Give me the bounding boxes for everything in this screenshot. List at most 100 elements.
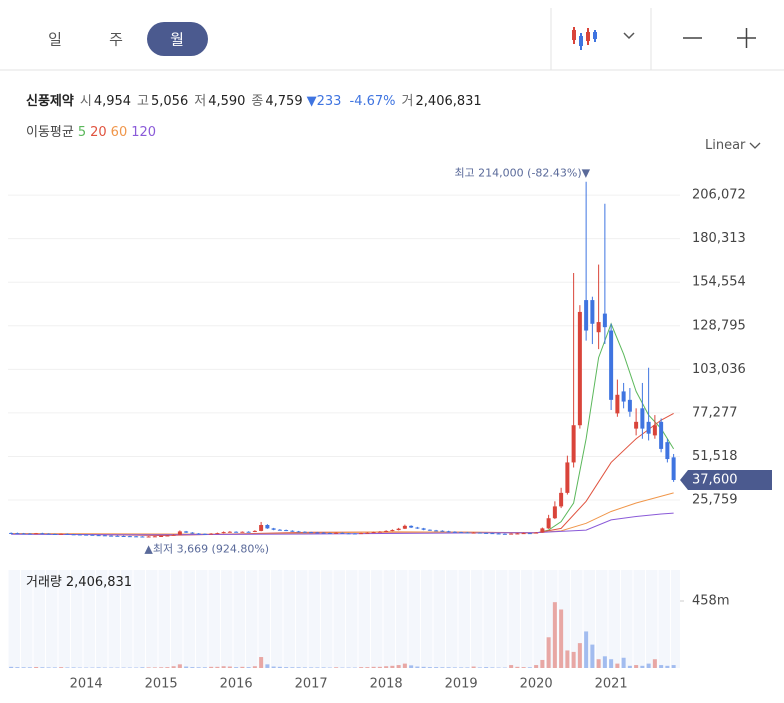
stock-name: 신풍제약 bbox=[26, 94, 74, 109]
volume-bar bbox=[246, 667, 251, 668]
volume-bar bbox=[534, 665, 539, 668]
volume-bar bbox=[284, 667, 289, 668]
volume-bar bbox=[302, 667, 307, 668]
volume-bar bbox=[396, 665, 401, 668]
candle-body bbox=[409, 525, 414, 528]
volume-bar bbox=[477, 667, 482, 668]
y-tick-label: 206,072 bbox=[692, 188, 746, 203]
volume-title-value: 2,406,831 bbox=[66, 575, 132, 590]
x-tick-label: 2017 bbox=[295, 677, 328, 692]
scale-mode[interactable]: Linear bbox=[705, 138, 746, 153]
volume-bar bbox=[571, 651, 576, 668]
candle-body bbox=[665, 442, 670, 460]
low-annotation: ▲최저 3,669 (924.80%) bbox=[144, 542, 269, 555]
volume-bar bbox=[277, 666, 282, 668]
field-label: 종 bbox=[251, 94, 264, 109]
candle-body bbox=[165, 535, 170, 537]
dropdown-chevron[interactable] bbox=[623, 32, 635, 40]
candle-body bbox=[515, 533, 520, 535]
candle-body bbox=[596, 322, 601, 333]
ma-title: 이동평균 bbox=[26, 125, 74, 140]
field-label: 저 bbox=[194, 94, 207, 109]
tab[interactable]: 일 bbox=[48, 31, 62, 49]
volume-bar bbox=[265, 664, 270, 668]
y-tick-label: 180,313 bbox=[692, 231, 746, 246]
candle-body bbox=[315, 532, 320, 534]
volume-bar bbox=[596, 659, 601, 668]
candle-body bbox=[615, 394, 620, 414]
volume-bar bbox=[196, 667, 201, 668]
candle-body bbox=[327, 532, 332, 534]
candle-body bbox=[134, 536, 139, 538]
tab[interactable]: 주 bbox=[109, 31, 123, 49]
candle-body bbox=[602, 313, 607, 328]
candle-body bbox=[365, 532, 370, 534]
volume-bar bbox=[415, 666, 420, 668]
candle-body bbox=[71, 534, 76, 536]
x-tick-label: 2016 bbox=[220, 677, 253, 692]
candle-body bbox=[346, 533, 351, 535]
volume-bar bbox=[227, 666, 232, 668]
volume-bar bbox=[234, 667, 239, 668]
tab[interactable]: 월 bbox=[170, 31, 184, 49]
last-price-label: 37,600 bbox=[692, 473, 738, 488]
volume-bar bbox=[365, 667, 370, 668]
candle-body bbox=[290, 530, 295, 532]
candle-body bbox=[190, 532, 195, 534]
volume-bar bbox=[602, 656, 607, 668]
candle-body bbox=[502, 533, 507, 535]
candle-body bbox=[490, 533, 495, 535]
candle-body bbox=[127, 536, 132, 538]
volume-bar bbox=[409, 665, 414, 668]
chart-type-icon[interactable] bbox=[572, 27, 597, 50]
volume-bar bbox=[615, 663, 620, 668]
volume-bar bbox=[165, 667, 170, 668]
ma-legend-item: 20 bbox=[90, 125, 107, 140]
candle-body bbox=[65, 533, 70, 535]
candle-body bbox=[90, 534, 95, 536]
volume-bar bbox=[9, 666, 14, 668]
candle-body bbox=[215, 533, 220, 535]
volume-bar bbox=[465, 667, 470, 668]
volume-bar bbox=[315, 667, 320, 668]
volume-bar bbox=[590, 644, 595, 668]
candle-body bbox=[477, 532, 482, 534]
candle-body bbox=[340, 532, 345, 534]
volume-bar bbox=[552, 602, 557, 668]
candle-body bbox=[159, 535, 164, 537]
candle-body bbox=[9, 532, 14, 534]
moving-average bbox=[11, 512, 674, 536]
tab-selected-bg bbox=[147, 22, 208, 56]
volume-bar bbox=[209, 666, 214, 668]
volume-bar bbox=[659, 665, 664, 668]
candle-body bbox=[140, 536, 145, 538]
y-tick-label: 128,795 bbox=[692, 318, 746, 333]
candle-body bbox=[121, 535, 126, 537]
candle-body bbox=[534, 532, 539, 534]
volume-bar bbox=[309, 667, 314, 668]
moving-average bbox=[11, 412, 674, 536]
candle-body bbox=[452, 531, 457, 533]
candle-body bbox=[27, 533, 32, 535]
volume-bar bbox=[634, 665, 639, 668]
candle-body bbox=[415, 527, 420, 529]
candle-body bbox=[359, 533, 364, 535]
candle-body bbox=[152, 536, 157, 538]
candle-body bbox=[265, 524, 270, 529]
volume-bar bbox=[21, 667, 26, 668]
zoom-in[interactable] bbox=[737, 28, 756, 48]
candle-body bbox=[102, 535, 107, 537]
candle-body bbox=[671, 457, 676, 481]
volume-bar bbox=[184, 666, 189, 668]
volume-bar bbox=[177, 664, 182, 668]
candle-body bbox=[146, 536, 151, 538]
candle-body bbox=[396, 528, 401, 531]
volume-bar bbox=[515, 666, 520, 668]
volume-bar bbox=[402, 663, 407, 668]
volume-bar bbox=[359, 667, 364, 668]
scale-chevron[interactable] bbox=[749, 142, 761, 149]
volume-bar bbox=[252, 666, 257, 668]
volume-bar bbox=[640, 665, 645, 668]
